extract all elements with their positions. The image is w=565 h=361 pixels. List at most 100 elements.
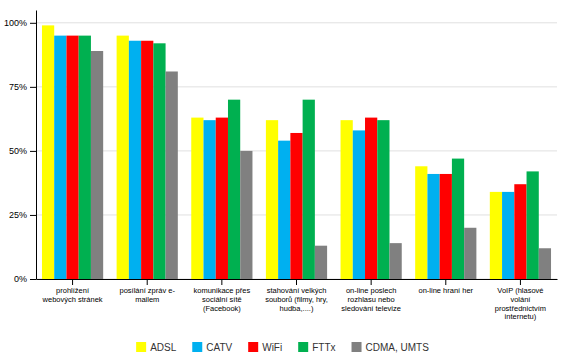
bar xyxy=(54,36,66,279)
x-tick-mark xyxy=(72,279,73,285)
legend-label: ADSL xyxy=(150,342,177,353)
legend-item: CATV xyxy=(192,342,232,353)
bar xyxy=(427,174,439,279)
bar xyxy=(191,118,203,279)
x-tick: prohlíženíwebových stránek xyxy=(42,279,103,304)
y-tick-label: 100% xyxy=(4,18,27,28)
legend-swatch xyxy=(136,342,146,352)
y-tick-mark xyxy=(30,151,36,152)
legend-item: FTTx xyxy=(298,342,335,353)
x-tick: stahování velkýchsouborů (filmy, hry,hud… xyxy=(265,279,328,313)
legend-item: ADSL xyxy=(136,342,177,353)
legend-swatch xyxy=(298,342,308,352)
bar xyxy=(166,71,178,279)
bar-series xyxy=(42,25,502,279)
bars xyxy=(42,25,551,279)
y-tick: 100% xyxy=(4,18,36,28)
y-tick: 50% xyxy=(9,146,36,156)
legend-swatch xyxy=(248,342,258,352)
x-tick-label: posílání zpráv e-mailem xyxy=(119,286,175,304)
y-tick: 75% xyxy=(9,82,36,92)
bar xyxy=(514,184,526,279)
x-tick-mark xyxy=(296,279,297,285)
bar xyxy=(377,120,389,279)
x-tick-mark xyxy=(221,279,222,285)
x-tick-label: on-line hraní her xyxy=(418,286,473,295)
bar xyxy=(290,133,302,279)
bar xyxy=(539,248,551,279)
legend-item: CDMA, UMTS xyxy=(352,342,430,353)
y-axis: 0% 25% 50% 75% 100% xyxy=(4,11,37,285)
bar xyxy=(390,243,402,279)
x-tick: on-line poslechrozhlasu nebosledování te… xyxy=(341,279,401,313)
grid-line xyxy=(36,86,557,87)
bar xyxy=(153,43,165,279)
x-tick-label: on-line poslechrozhlasu nebosledování te… xyxy=(341,286,401,312)
x-tick-label: stahování velkýchsouborů (filmy, hry,hud… xyxy=(265,286,328,312)
bar xyxy=(365,118,377,279)
bar xyxy=(79,36,91,279)
bar xyxy=(464,228,476,279)
bar xyxy=(42,25,54,279)
legend-item: WiFi xyxy=(248,342,282,353)
legend-label: WiFi xyxy=(262,342,282,353)
bar-series xyxy=(91,51,551,279)
y-tick-mark xyxy=(30,87,36,88)
bar xyxy=(440,174,452,279)
bar xyxy=(141,41,153,279)
x-tick-mark xyxy=(520,279,521,285)
x-tick: on-line hraní her xyxy=(418,279,473,295)
x-tick-label: VoIP (hlasovévoláníprostřednictvímintern… xyxy=(495,286,546,321)
bar xyxy=(266,120,278,279)
legend-label: CDMA, UMTS xyxy=(366,342,430,353)
x-tick-label: komunikace přessociální sítě(Facebook) xyxy=(194,286,251,312)
grid-line xyxy=(36,22,557,23)
y-tick-label: 50% xyxy=(9,146,27,156)
legend: ADSL CATV WiFi FTTx CDMA, UMTS xyxy=(136,342,429,353)
bar xyxy=(353,130,365,279)
x-tick: komunikace přessociální sítě(Facebook) xyxy=(194,279,251,313)
bar xyxy=(66,36,78,279)
bar-series xyxy=(54,36,514,279)
bar xyxy=(490,192,502,279)
legend-label: FTTx xyxy=(312,342,335,353)
bar xyxy=(315,246,327,279)
y-axis-line xyxy=(36,11,37,280)
bar xyxy=(117,36,129,279)
x-tick-mark xyxy=(445,279,446,285)
x-tick-mark xyxy=(147,279,148,285)
x-tick-mark xyxy=(371,279,372,285)
plot: 0% 25% 50% 75% 100% prohlíženíwebových stráne… xyxy=(4,11,558,322)
bar xyxy=(228,100,240,279)
legend-swatch xyxy=(192,342,202,352)
bar xyxy=(278,141,290,279)
bar xyxy=(216,118,228,279)
bar xyxy=(203,120,215,279)
bar xyxy=(91,51,103,279)
bar xyxy=(303,100,315,279)
bar xyxy=(240,151,252,279)
y-tick-mark xyxy=(30,279,36,280)
legend-label: CATV xyxy=(206,342,232,353)
bar xyxy=(452,159,464,279)
bar xyxy=(502,192,514,279)
y-tick: 0% xyxy=(14,274,36,284)
x-tick-label: prohlíženíwebových stránek xyxy=(42,286,103,304)
chart-container: 0% 25% 50% 75% 100% prohlíženíwebových stráne… xyxy=(0,0,565,361)
chart: 0% 25% 50% 75% 100% prohlíženíwebových stráne… xyxy=(0,0,565,361)
bar-series xyxy=(79,36,539,279)
bar xyxy=(129,41,141,279)
bar-series xyxy=(66,36,526,279)
y-tick-mark xyxy=(30,215,36,216)
x-axis: prohlíženíwebových stránek posílání zpráv… xyxy=(37,279,558,321)
x-tick: VoIP (hlasovévoláníprostřednictvímintern… xyxy=(495,279,546,321)
y-tick-label: 25% xyxy=(9,210,27,220)
legend-swatch xyxy=(352,342,362,352)
grid xyxy=(36,23,557,279)
y-tick-label: 75% xyxy=(9,82,27,92)
bar xyxy=(527,171,539,279)
x-tick: posílání zpráv e-mailem xyxy=(119,279,175,304)
bar xyxy=(415,166,427,279)
y-tick-label: 0% xyxy=(14,274,27,284)
bar xyxy=(341,120,353,279)
